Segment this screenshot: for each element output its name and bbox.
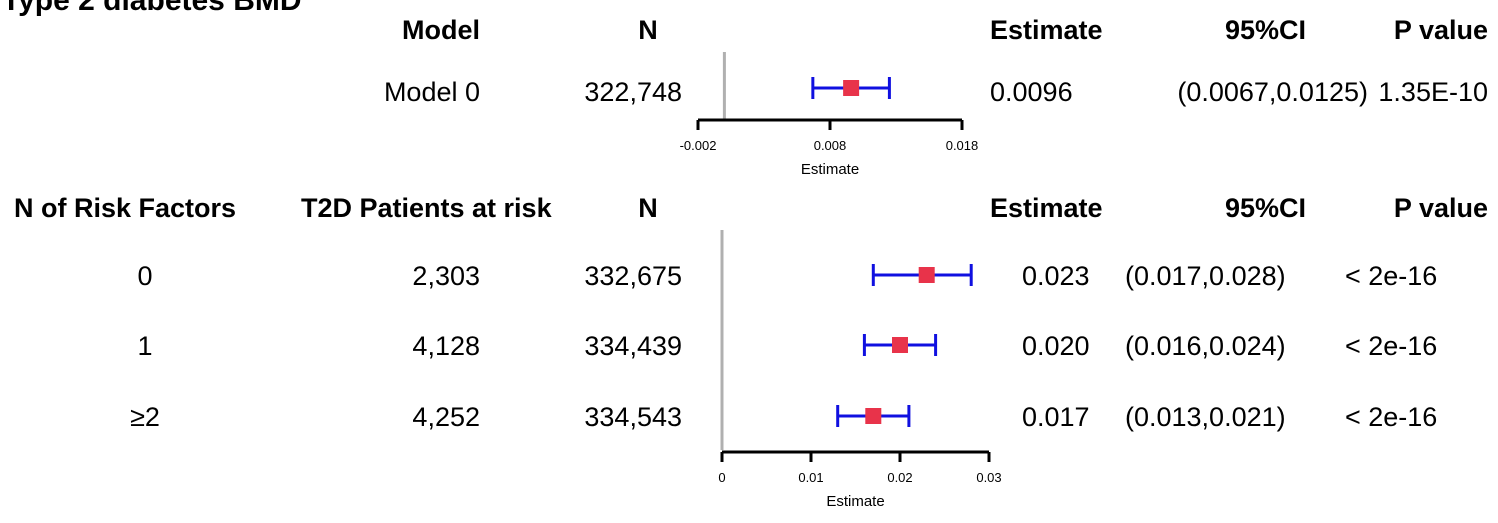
- header-estimate-bottom: Estimate: [990, 193, 1103, 223]
- header-risk-factors: N of Risk Factors: [14, 193, 237, 223]
- row-n: 334,543: [584, 402, 682, 432]
- row-ci: (0.0067,0.0125): [1177, 77, 1368, 107]
- row-estimate: 0.023: [1022, 261, 1090, 291]
- row-p-value: < 2e-16: [1345, 331, 1438, 361]
- point-estimate: [843, 80, 860, 96]
- figure-title: Type 2 diabetes BMD: [2, 0, 302, 17]
- row-factors: 0: [137, 261, 153, 291]
- row-p-value: < 2e-16: [1345, 261, 1438, 291]
- row-estimate: 0.0096: [990, 77, 1073, 107]
- header-n: N: [638, 15, 658, 45]
- header-ci: 95%CI: [1224, 15, 1306, 45]
- row-n: 332,675: [584, 261, 682, 291]
- row-ci: (0.013,0.021): [1125, 402, 1286, 432]
- x-tick-label: 0.008: [814, 138, 847, 153]
- header-p-value: P value: [1393, 15, 1488, 45]
- header-n-bottom: N: [638, 193, 658, 223]
- row-p-value: 1.35E-10: [1378, 77, 1488, 107]
- header-estimate: Estimate: [990, 15, 1103, 45]
- row-model-label: Model 0: [383, 77, 480, 107]
- row-p-value: < 2e-16: [1345, 402, 1438, 432]
- row-patients: 4,252: [412, 402, 480, 432]
- point-estimate: [892, 337, 908, 353]
- x-tick-label: 0: [718, 470, 725, 485]
- row-n: 322,748: [584, 77, 682, 107]
- row-factors: ≥2: [130, 402, 160, 432]
- header-p-value-bottom: P value: [1393, 193, 1488, 223]
- header-t2d-patients: T2D Patients at risk: [301, 193, 552, 223]
- x-axis-title: Estimate: [826, 493, 884, 510]
- row-n: 334,439: [584, 331, 682, 361]
- row-estimate: 0.017: [1022, 402, 1090, 432]
- row-patients: 2,303: [412, 261, 480, 291]
- row-ci: (0.016,0.024): [1125, 331, 1286, 361]
- row-patients: 4,128: [412, 331, 480, 361]
- row-estimate: 0.020: [1022, 331, 1090, 361]
- point-estimate: [865, 408, 882, 424]
- point-estimate: [918, 267, 935, 283]
- x-tick-label: 0.03: [976, 470, 1001, 485]
- header-ci-bottom: 95%CI: [1224, 193, 1306, 223]
- header-model: Model: [402, 15, 480, 45]
- x-tick-label: 0.02: [887, 470, 912, 485]
- x-tick-label: -0.002: [680, 138, 717, 153]
- row-factors: 1: [137, 331, 153, 361]
- row-ci: (0.017,0.028): [1125, 261, 1286, 291]
- x-tick-label: 0.01: [798, 470, 823, 485]
- x-axis-title: Estimate: [801, 161, 859, 178]
- x-tick-label: 0.018: [946, 138, 979, 153]
